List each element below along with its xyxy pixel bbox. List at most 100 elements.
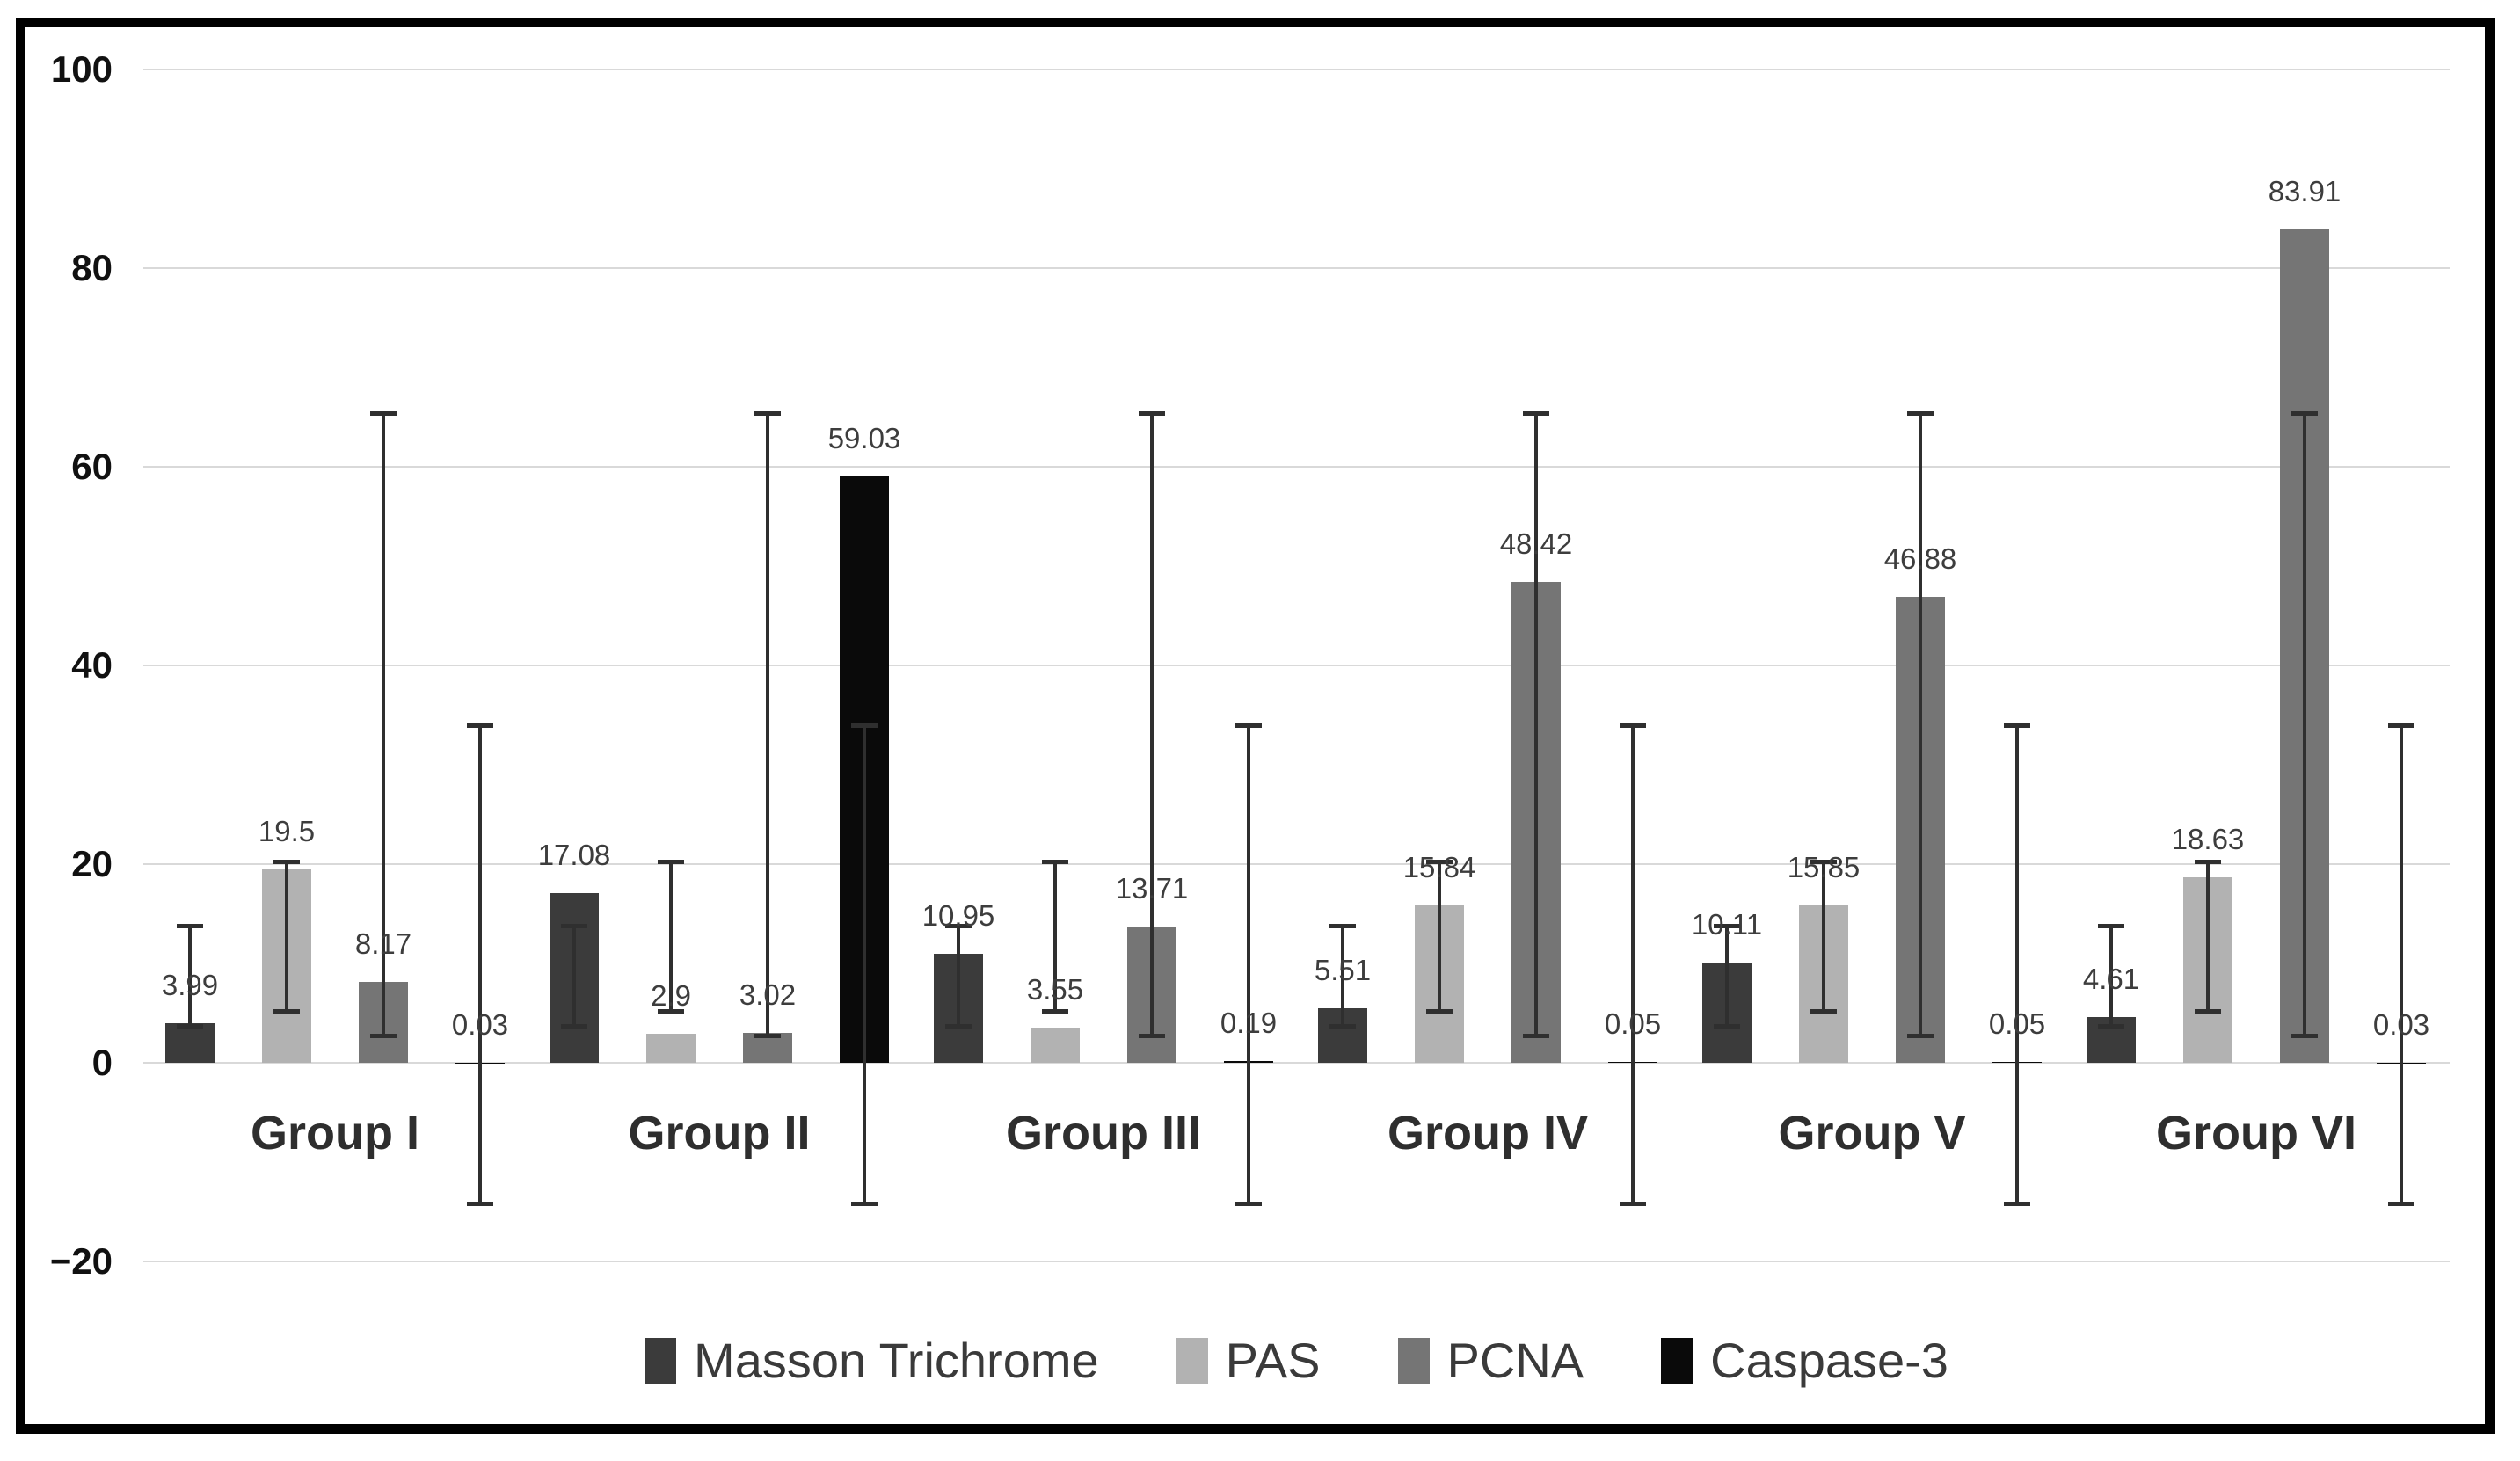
legend: Masson Trichrome PAS PCNA Caspase-3 xyxy=(143,1323,2450,1398)
error-bar-caspase-3-group-iv-cap-bottom xyxy=(1620,1201,1646,1206)
gridline-80 xyxy=(143,267,2450,269)
x-axis-label-group-vi: Group VI xyxy=(2156,1107,2356,1159)
error-bar-caspase-3-group-i-line xyxy=(478,725,482,1204)
legend-item-pcna: PCNA xyxy=(1397,1332,1584,1389)
legend-swatch-masson-trichrome xyxy=(645,1337,677,1384)
error-bar-masson-trichrome-group-v-cap-top xyxy=(1714,924,1740,929)
value-label-pas-group-iii: 3.55 xyxy=(1026,972,1084,1006)
error-bar-pcna-group-v-line xyxy=(1919,413,1922,1036)
y-axis-tick-label-0: 0 xyxy=(91,1042,113,1083)
error-bar-pcna-group-vi-cap-bottom xyxy=(2291,1033,2318,1038)
value-label-masson-trichrome-group-vi: 4.61 xyxy=(2082,962,2140,995)
value-label-masson-trichrome-group-ii: 17.08 xyxy=(537,838,611,871)
error-bar-pcna-group-iii-line xyxy=(1150,413,1154,1036)
error-bar-masson-trichrome-group-vi-cap-top xyxy=(2098,924,2124,929)
y-axis-tick-label-60: 60 xyxy=(71,446,113,487)
legend-item-masson-trichrome: Masson Trichrome xyxy=(645,1332,1099,1389)
error-bar-pas-group-iii-cap-bottom xyxy=(1042,1008,1068,1014)
legend-label-pas: PAS xyxy=(1225,1333,1321,1388)
y-axis-tick-label-80: 80 xyxy=(71,247,113,288)
error-bar-caspase-3-group-vi-cap-top xyxy=(2388,723,2414,728)
value-label-pcna-group-vi: 83.91 xyxy=(2268,174,2342,207)
value-label-caspase-3-group-iv: 0.05 xyxy=(1604,1007,1662,1041)
error-bar-caspase-3-group-vi-line xyxy=(2400,725,2403,1204)
x-axis-label-group-i: Group I xyxy=(251,1107,419,1159)
error-bar-masson-trichrome-group-i-cap-bottom xyxy=(177,1023,203,1029)
error-bar-pcna-group-i-cap-bottom xyxy=(370,1033,397,1038)
error-bar-caspase-3-group-vi-cap-bottom xyxy=(2388,1201,2414,1206)
gridline--20 xyxy=(143,1261,2450,1262)
error-bar-pcna-group-i-line xyxy=(382,413,385,1036)
bar-pas-group-ii xyxy=(646,1034,696,1063)
error-bar-masson-trichrome-group-vi-line xyxy=(2109,926,2113,1027)
error-bar-masson-trichrome-group-iii-cap-top xyxy=(945,924,972,929)
value-label-pas-group-ii: 2.9 xyxy=(651,979,691,1013)
value-label-caspase-3-group-i: 0.03 xyxy=(451,1007,509,1041)
error-bar-pas-group-iv-line xyxy=(1438,861,1441,1011)
error-bar-masson-trichrome-group-v-cap-bottom xyxy=(1714,1023,1740,1029)
error-bar-pcna-group-ii-cap-bottom xyxy=(754,1033,781,1038)
y-axis-tick-label--20: −20 xyxy=(49,1240,113,1282)
error-bar-masson-trichrome-group-iv-cap-bottom xyxy=(1329,1023,1356,1029)
error-bar-caspase-3-group-iv-line xyxy=(1631,725,1635,1204)
value-label-masson-trichrome-group-iv: 5.51 xyxy=(1314,953,1372,986)
gridline-60 xyxy=(143,466,2450,468)
error-bar-pas-group-i-cap-bottom xyxy=(273,1008,300,1014)
error-bar-pcna-group-vi-line xyxy=(2303,413,2306,1036)
error-bar-pas-group-iii-cap-top xyxy=(1042,860,1068,865)
error-bar-pcna-group-i-cap-top xyxy=(370,411,397,417)
legend-swatch-pas xyxy=(1176,1337,1208,1384)
error-bar-caspase-3-group-iii-cap-bottom xyxy=(1235,1201,1262,1206)
error-bar-pas-group-ii-cap-top xyxy=(658,860,684,865)
error-bar-masson-trichrome-group-iii-cap-bottom xyxy=(945,1023,972,1029)
legend-item-pas: PAS xyxy=(1176,1332,1321,1389)
bar-masson-trichrome-group-i xyxy=(165,1022,215,1063)
error-bar-pcna-group-v-cap-bottom xyxy=(1907,1033,1934,1038)
error-bar-pcna-group-iii-cap-top xyxy=(1139,411,1165,417)
error-bar-caspase-3-group-ii-cap-top xyxy=(851,723,878,728)
error-bar-caspase-3-group-i-cap-top xyxy=(467,723,493,728)
value-label-masson-trichrome-group-iii: 10.95 xyxy=(921,899,995,933)
error-bar-pas-group-v-line xyxy=(1822,861,1825,1011)
error-bar-masson-trichrome-group-i-cap-top xyxy=(177,924,203,929)
error-bar-caspase-3-group-i-cap-bottom xyxy=(467,1201,493,1206)
x-axis-label-group-ii: Group II xyxy=(628,1107,811,1159)
value-label-caspase-3-group-v: 0.05 xyxy=(1988,1007,2046,1041)
gridline-0 xyxy=(143,1062,2450,1064)
x-axis-label-group-iv: Group IV xyxy=(1387,1107,1588,1159)
error-bar-pas-group-i-line xyxy=(285,861,288,1011)
gridline-20 xyxy=(143,863,2450,865)
y-axis-tick-label-100: 100 xyxy=(50,48,113,90)
value-label-masson-trichrome-group-i: 3.99 xyxy=(161,968,219,1001)
bar-pas-group-iii xyxy=(1031,1027,1080,1063)
error-bar-pcna-group-ii-line xyxy=(766,413,769,1036)
error-bar-pas-group-i-cap-top xyxy=(273,860,300,865)
error-bar-pcna-group-iv-line xyxy=(1534,413,1538,1036)
gridline-100 xyxy=(143,69,2450,70)
error-bar-caspase-3-group-v-cap-bottom xyxy=(2004,1201,2030,1206)
value-label-pas-group-iv: 15.84 xyxy=(1402,851,1476,883)
error-bar-pas-group-ii-line xyxy=(669,861,673,1011)
legend-label-pcna: PCNA xyxy=(1446,1333,1584,1388)
value-label-pas-group-vi: 18.63 xyxy=(2171,823,2245,856)
error-bar-caspase-3-group-iii-line xyxy=(1247,725,1250,1204)
error-bar-caspase-3-group-v-cap-top xyxy=(2004,723,2030,728)
error-bar-caspase-3-group-iv-cap-top xyxy=(1620,723,1646,728)
value-label-pas-group-i: 19.5 xyxy=(258,814,316,847)
error-bar-caspase-3-group-ii-line xyxy=(863,725,866,1204)
error-bar-pcna-group-ii-cap-top xyxy=(754,411,781,417)
error-bar-pas-group-vi-cap-top xyxy=(2195,860,2221,865)
error-bar-pas-group-v-cap-top xyxy=(1810,860,1837,865)
value-label-caspase-3-group-vi: 0.03 xyxy=(2372,1007,2430,1041)
error-bar-caspase-3-group-ii-cap-bottom xyxy=(851,1201,878,1206)
error-bar-masson-trichrome-group-v-line xyxy=(1725,926,1729,1027)
error-bar-masson-trichrome-group-iv-cap-top xyxy=(1329,924,1356,929)
error-bar-masson-trichrome-group-ii-cap-top xyxy=(561,924,587,929)
error-bar-pas-group-iv-cap-top xyxy=(1426,860,1453,865)
value-label-masson-trichrome-group-v: 10.11 xyxy=(1691,907,1763,941)
error-bar-pas-group-iv-cap-bottom xyxy=(1426,1008,1453,1014)
error-bar-caspase-3-group-iii-cap-top xyxy=(1235,723,1262,728)
error-bar-masson-trichrome-group-vi-cap-bottom xyxy=(2098,1023,2124,1029)
legend-label-masson-trichrome: Masson Trichrome xyxy=(694,1333,1099,1388)
